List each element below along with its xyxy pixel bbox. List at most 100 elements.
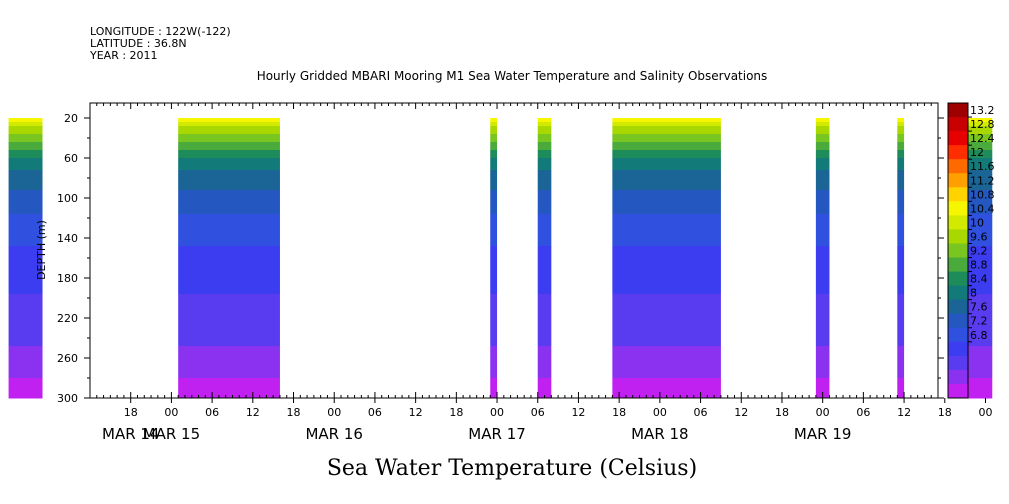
- colorbar-label: 8.8: [970, 259, 988, 272]
- temperature-cell: [897, 330, 905, 335]
- temperature-cell: [490, 282, 498, 287]
- temperature-cell: [8, 306, 43, 311]
- temperature-cell: [537, 350, 552, 355]
- temperature-cell: [490, 194, 498, 199]
- temperature-cell: [537, 138, 552, 143]
- temperature-cell: [612, 366, 721, 371]
- temperature-cell: [537, 270, 552, 275]
- temperature-cell: [815, 242, 830, 247]
- temperature-cell: [537, 234, 552, 239]
- temperature-cell: [951, 258, 993, 263]
- temperature-cell: [178, 370, 280, 375]
- temperature-cell: [178, 350, 280, 355]
- temperature-cell: [178, 354, 280, 359]
- y-tick-label: 220: [57, 312, 78, 325]
- temperature-cell: [490, 322, 498, 327]
- temperature-cell: [178, 194, 280, 199]
- temperature-cell: [815, 246, 830, 251]
- temperature-cell: [490, 246, 498, 251]
- y-tick-label: 300: [57, 392, 78, 405]
- colorbar-label: 11.6: [970, 160, 995, 173]
- temperature-cell: [612, 190, 721, 195]
- temperature-cell: [815, 274, 830, 279]
- x-hour-tick-label: 00: [653, 406, 667, 419]
- temperature-cell: [8, 290, 43, 295]
- temperature-cell: [815, 318, 830, 323]
- temperature-cell: [815, 126, 830, 131]
- temperature-cell: [178, 274, 280, 279]
- temperature-cell: [951, 238, 993, 243]
- x-hour-tick-label: 18: [124, 406, 138, 419]
- x-day-label: MAR 18: [631, 425, 688, 443]
- temperature-cell: [612, 194, 721, 199]
- temperature-cell: [490, 150, 498, 155]
- temperature-cell: [897, 294, 905, 299]
- temperature-cell: [897, 254, 905, 259]
- colorbar-label: 7.2: [970, 315, 988, 328]
- temperature-cell: [178, 246, 280, 251]
- data-window: [951, 118, 993, 399]
- y-tick-label: 140: [57, 232, 78, 245]
- colorbar-swatch: [948, 313, 968, 329]
- colorbar-label: 13.2: [970, 104, 995, 117]
- temperature-cell: [490, 218, 498, 223]
- x-hour-tick-label: 18: [612, 406, 626, 419]
- temperature-cell: [951, 246, 993, 251]
- temperature-cell: [612, 154, 721, 159]
- temperature-cell: [490, 278, 498, 283]
- temperature-cell: [951, 278, 993, 283]
- temperature-cell: [951, 374, 993, 379]
- temperature-cell: [8, 274, 43, 279]
- temperature-cell: [8, 126, 43, 131]
- temperature-cell: [537, 314, 552, 319]
- temperature-cell: [8, 146, 43, 151]
- temperature-cell: [951, 214, 993, 219]
- data-window: [537, 118, 552, 399]
- temperature-cell: [897, 202, 905, 207]
- temperature-cell: [537, 194, 552, 199]
- temperature-cell: [8, 326, 43, 331]
- temperature-cell: [612, 126, 721, 131]
- temperature-cell: [490, 158, 498, 163]
- temperature-cell: [178, 306, 280, 311]
- temperature-cell: [537, 330, 552, 335]
- temperature-cell: [897, 206, 905, 211]
- temperature-cell: [178, 178, 280, 183]
- colorbar-swatch: [948, 103, 968, 118]
- temperature-cell: [8, 210, 43, 215]
- temperature-cell: [537, 146, 552, 151]
- temperature-cell: [490, 302, 498, 307]
- temperature-cell: [612, 330, 721, 335]
- temperature-cell: [8, 246, 43, 251]
- temperature-cell: [178, 282, 280, 287]
- temperature-cell: [8, 354, 43, 359]
- temperature-cell: [537, 158, 552, 163]
- temperature-cell: [178, 310, 280, 315]
- temperature-cell: [8, 190, 43, 195]
- colorbar-label: 12.4: [970, 132, 995, 145]
- temperature-cell: [537, 174, 552, 179]
- temperature-cell: [815, 338, 830, 343]
- temperature-cell: [612, 326, 721, 331]
- temperature-cell: [815, 158, 830, 163]
- temperature-cell: [951, 174, 993, 179]
- colorbar-swatch: [948, 173, 968, 188]
- colorbar-label: 9.2: [970, 245, 988, 258]
- temperature-cell: [815, 322, 830, 327]
- temperature-cell: [815, 194, 830, 199]
- temperature-cell: [951, 350, 993, 355]
- colorbar: 13.212.812.41211.611.210.810.4109.69.28.…: [947, 102, 995, 399]
- temperature-cell: [951, 302, 993, 307]
- temperature-cell: [178, 258, 280, 263]
- temperature-cell: [537, 310, 552, 315]
- temperature-cell: [612, 122, 721, 127]
- temperature-cell: [951, 394, 993, 399]
- temperature-cell: [8, 314, 43, 319]
- temperature-cell: [537, 126, 552, 131]
- temperature-cell: [178, 138, 280, 143]
- temperature-cell: [490, 226, 498, 231]
- temperature-cell: [612, 218, 721, 223]
- temperature-cell: [897, 366, 905, 371]
- temperature-cell: [612, 370, 721, 375]
- temperature-cell: [178, 234, 280, 239]
